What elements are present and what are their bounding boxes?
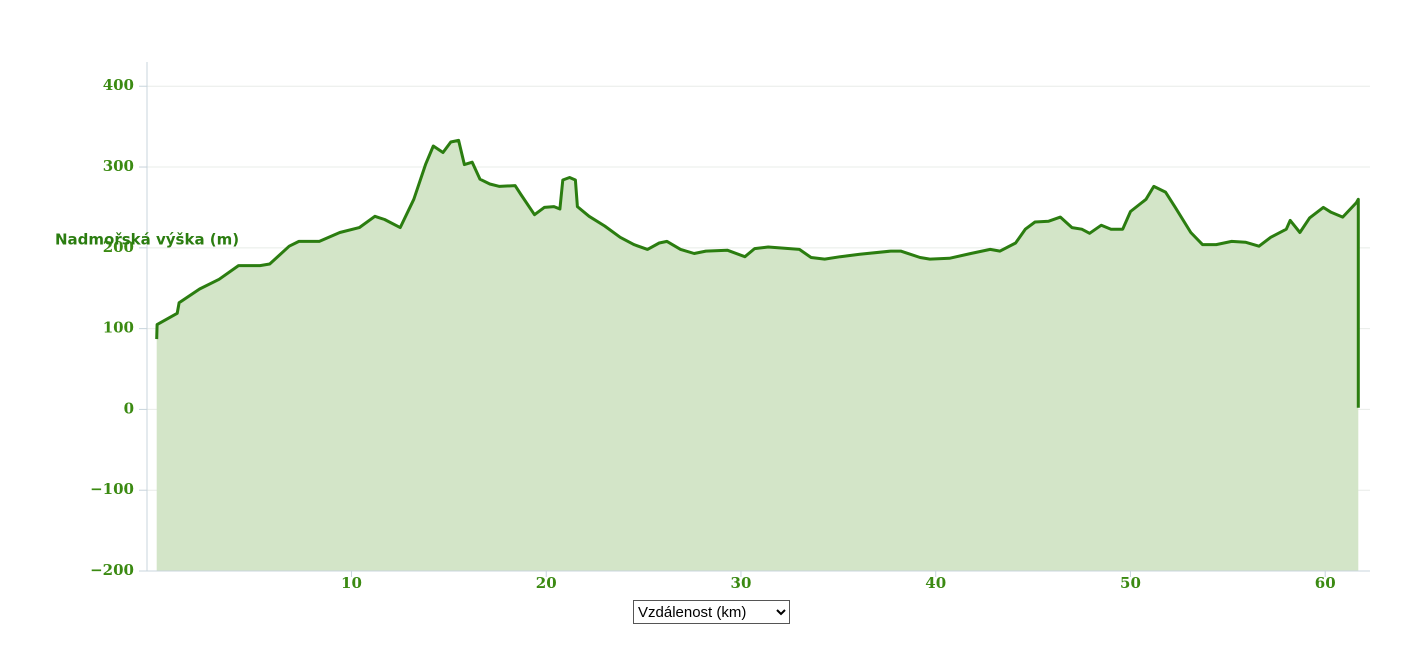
x-tick-label: 40 xyxy=(925,574,946,592)
x-tick-label: 30 xyxy=(731,574,752,592)
y-tick-label: −200 xyxy=(90,561,134,579)
x-tick-label: 60 xyxy=(1315,574,1336,592)
x-tick-label: 10 xyxy=(341,574,362,592)
y-tick-label: 0 xyxy=(124,399,134,417)
y-tick-label: 200 xyxy=(103,238,134,256)
x-axis-select[interactable]: Vzdálenost (km) xyxy=(633,600,790,624)
plot xyxy=(155,138,1360,571)
y-tick-label: −100 xyxy=(90,480,134,498)
y-tick-label: 400 xyxy=(103,76,134,94)
axes: −200 −100 0 100 200 300 400 10 20 30 40 50 60 xyxy=(90,62,1370,592)
y-axis-label: Nadmořská výška (m) xyxy=(55,231,239,249)
x-tick-label: 50 xyxy=(1120,574,1141,592)
area xyxy=(156,140,1359,571)
y-tick-label: 300 xyxy=(103,157,134,175)
y-tick-label: 100 xyxy=(103,319,134,337)
line xyxy=(155,138,1360,408)
x-tick-label: 20 xyxy=(536,574,557,592)
